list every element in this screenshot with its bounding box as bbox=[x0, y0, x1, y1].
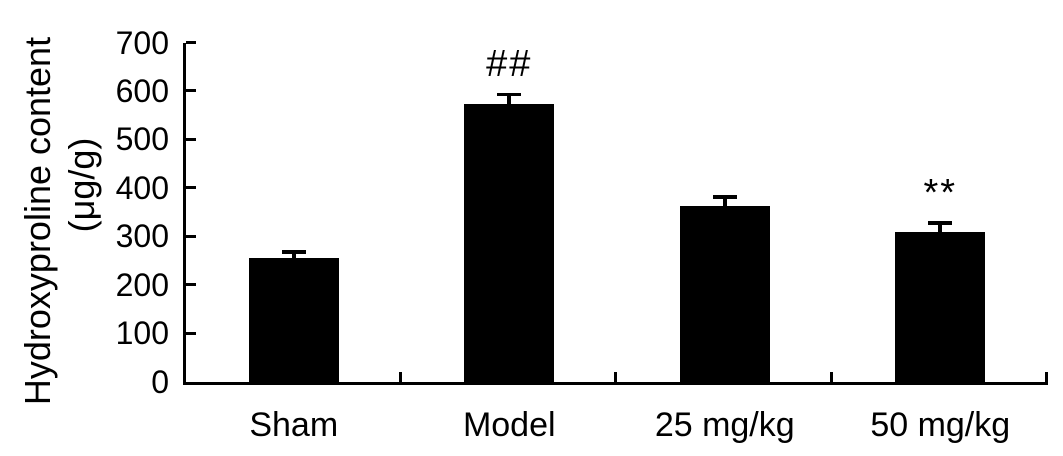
y-axis-line bbox=[183, 42, 186, 385]
y-axis-tick-label: 400 bbox=[115, 169, 169, 206]
y-axis-tick-label: 100 bbox=[115, 315, 169, 352]
x-category-label: 25 mg/kg bbox=[654, 406, 795, 444]
bar bbox=[464, 104, 555, 384]
bar bbox=[679, 206, 770, 384]
x-axis-tick bbox=[398, 371, 402, 382]
y-axis-tick-label: 600 bbox=[115, 72, 169, 109]
x-axis-tick bbox=[614, 371, 617, 382]
x-axis-tick bbox=[829, 371, 833, 382]
y-axis-tick-label: 500 bbox=[115, 121, 169, 158]
error-bar-stem bbox=[722, 196, 727, 209]
error-bar-cap bbox=[497, 92, 522, 97]
x-category-label: 50 mg/kg bbox=[870, 406, 1011, 444]
y-axis-tick bbox=[186, 137, 196, 141]
error-bar-cap bbox=[712, 195, 737, 199]
y-axis-tick bbox=[186, 331, 196, 335]
error-bar-cap bbox=[928, 221, 953, 225]
y-axis-tick bbox=[186, 234, 196, 238]
error-bar-stem bbox=[507, 94, 512, 107]
x-category-label: Model bbox=[462, 406, 556, 444]
significance-marker: ** bbox=[923, 171, 958, 214]
bar bbox=[248, 258, 339, 384]
y-axis-tick bbox=[186, 186, 196, 190]
y-axis-tick bbox=[186, 283, 196, 287]
y-axis-tick-label: 0 bbox=[151, 363, 169, 400]
y-axis-tick-label: 200 bbox=[115, 266, 169, 303]
error-bar-stem bbox=[938, 222, 943, 235]
y-axis-tick-label: 300 bbox=[115, 218, 169, 255]
significance-marker: ## bbox=[486, 43, 533, 86]
bar bbox=[895, 232, 986, 384]
x-axis-tick bbox=[1045, 371, 1048, 382]
error-bar-stem bbox=[291, 251, 296, 260]
error-bar-cap bbox=[281, 250, 306, 254]
y-axis-tick bbox=[186, 89, 196, 93]
x-axis-line bbox=[183, 381, 1048, 385]
y-axis-tick-label: 700 bbox=[115, 24, 169, 61]
x-category-label: Sham bbox=[249, 406, 339, 444]
y-axis-tick bbox=[186, 41, 196, 44]
